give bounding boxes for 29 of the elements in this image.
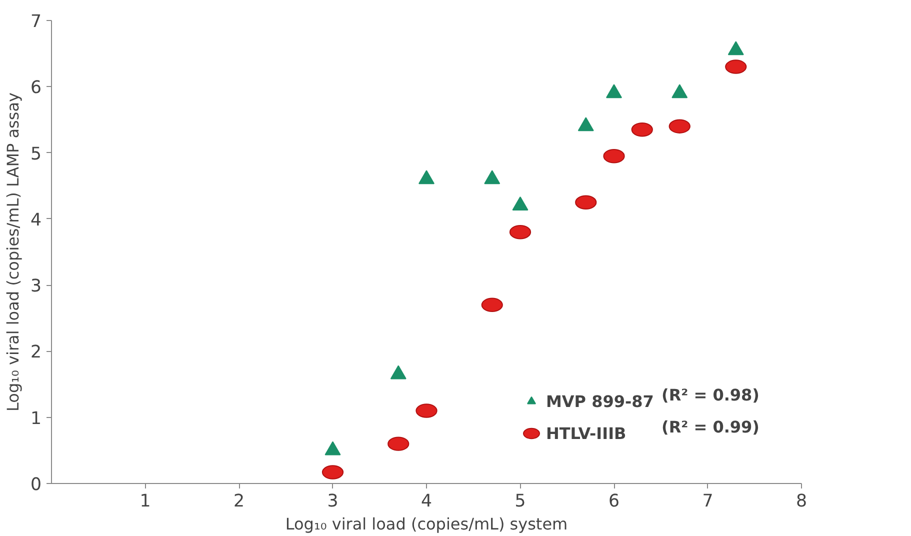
point (484, 170, 500, 184)
point (578, 117, 594, 132)
y-tick-label: 4 (30, 210, 42, 230)
x-tick-label: 4 (420, 492, 432, 512)
y-tick-label: 2 (30, 342, 42, 363)
point (418, 170, 434, 184)
point (728, 41, 744, 56)
legend-label: HTLV-IIIB (546, 424, 626, 442)
x-tick-label: 3 (327, 492, 338, 512)
x-tick-label: 7 (702, 492, 714, 512)
x-tick-label: 6 (608, 492, 620, 512)
y-tick-label: 7 (30, 12, 42, 32)
y-tick-label: 0 (30, 475, 42, 495)
y-tick-label: 6 (30, 78, 42, 98)
annotation: (R² = 0.99) (662, 418, 760, 436)
y-axis-title: Log₁₀ viral load (copies/mL) LAMP assay (3, 92, 22, 412)
x-tick-label: 1 (140, 492, 151, 512)
point (672, 84, 688, 98)
annotation: (R² = 0.98) (662, 386, 760, 404)
legend-label: MVP 899-87 (546, 392, 654, 410)
x-tick-label: 5 (514, 492, 526, 512)
y-tick-label: 3 (30, 276, 42, 297)
point (512, 196, 528, 211)
x-axis-title: Log₁₀ viral load (copies/mL) system (285, 514, 568, 534)
x-tick-label: 2 (233, 492, 245, 512)
y-tick-label: 1 (30, 408, 42, 429)
y-tick-label: 5 (30, 144, 42, 164)
x-tick-label: 8 (796, 492, 808, 512)
point (606, 84, 622, 98)
